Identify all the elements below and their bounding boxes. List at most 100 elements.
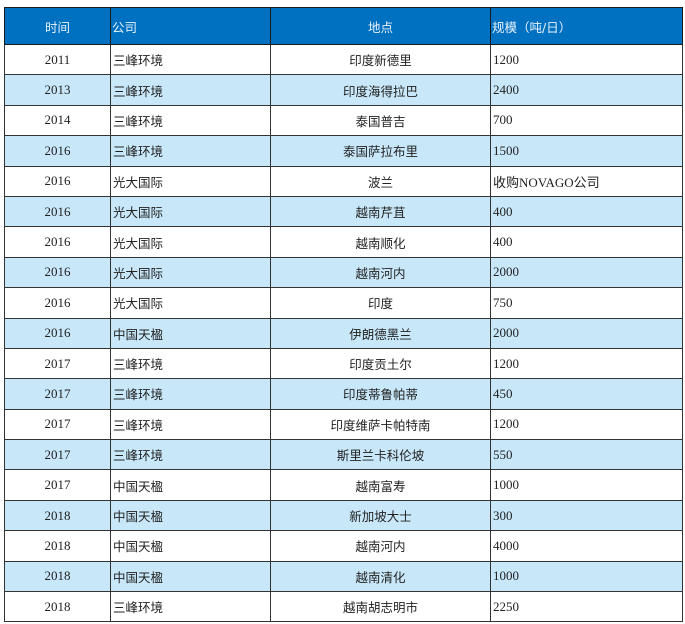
cell-time: 2016	[4, 287, 111, 319]
cell-company: 三峰环境	[110, 43, 271, 76]
cell-location: 越南芹苴	[270, 195, 491, 228]
cell-location: 越南顺化	[270, 226, 491, 258]
cell-scale: 1200	[490, 43, 683, 76]
cell-time: 2018	[4, 530, 111, 562]
table-row: 2017 中国天楹 越南富寿 1000	[4, 469, 683, 501]
cell-time: 2018	[4, 499, 111, 532]
cell-company: 三峰环境	[110, 591, 271, 623]
header-row: 时间 公司 地点 规模（吨/日）	[4, 7, 683, 45]
cell-location: 斯里兰卡科伦坡	[270, 439, 491, 471]
cell-time: 2016	[4, 195, 111, 228]
table-row: 2013 三峰环境 印度海得拉巴 2400	[4, 74, 683, 106]
cell-scale: 450	[490, 378, 683, 410]
cell-company: 中国天楹	[110, 469, 271, 501]
cell-scale: 2000	[490, 256, 683, 289]
cell-scale: 1000	[490, 560, 683, 593]
table-row: 2016 中国天楹 伊朗德黑兰 2000	[4, 317, 683, 349]
table-row: 2018 中国天楹 越南河内 4000	[4, 530, 683, 562]
cell-location: 波兰	[270, 165, 491, 197]
cell-company: 三峰环境	[110, 74, 271, 106]
table-row: 2018 中国天楹 新加坡大士 300	[4, 499, 683, 532]
cell-company: 三峰环境	[110, 408, 271, 441]
cell-scale: 2400	[490, 74, 683, 106]
table-row: 2017 三峰环境 印度蒂鲁帕蒂 450	[4, 378, 683, 410]
cell-location: 印度	[270, 287, 491, 319]
cell-location: 印度新德里	[270, 43, 491, 76]
cell-location: 越南富寿	[270, 469, 491, 501]
cell-company: 三峰环境	[110, 439, 271, 471]
table-row: 2011 三峰环境 印度新德里 1200	[4, 43, 683, 76]
cell-location: 越南河内	[270, 530, 491, 562]
cell-company: 中国天楹	[110, 560, 271, 593]
cell-time: 2017	[4, 347, 111, 380]
header-company: 公司	[110, 7, 271, 45]
cell-time: 2013	[4, 74, 111, 106]
header-location: 地点	[270, 7, 491, 45]
cell-scale: 1500	[490, 135, 683, 167]
cell-company: 三峰环境	[110, 104, 271, 137]
table-row: 2017 三峰环境 印度维萨卡帕特南 1200	[4, 408, 683, 441]
cell-location: 新加坡大士	[270, 499, 491, 532]
table-row: 2017 三峰环境 斯里兰卡科伦坡 550	[4, 439, 683, 471]
cell-time: 2016	[4, 256, 111, 289]
header-scale: 规模（吨/日）	[490, 7, 683, 45]
cell-company: 光大国际	[110, 256, 271, 289]
table-row: 2016 三峰环境 泰国萨拉布里 1500	[4, 135, 683, 167]
cell-scale: 750	[490, 287, 683, 319]
cell-location: 印度贡土尔	[270, 347, 491, 380]
cell-location: 泰国普吉	[270, 104, 491, 137]
cell-scale: 2000	[490, 317, 683, 349]
projects-table: 时间 公司 地点 规模（吨/日） 2011 三峰环境 印度新德里 1200 2013 三峰…	[4, 7, 683, 623]
cell-company: 三峰环境	[110, 347, 271, 380]
cell-time: 2016	[4, 317, 111, 349]
cell-scale: 4000	[490, 530, 683, 562]
cell-location: 泰国萨拉布里	[270, 135, 491, 167]
cell-time: 2017	[4, 439, 111, 471]
cell-location: 印度海得拉巴	[270, 74, 491, 106]
table-row: 2016 光大国际 越南顺化 400	[4, 226, 683, 258]
cell-scale: 400	[490, 226, 683, 258]
header-time: 时间	[4, 7, 111, 45]
cell-company: 中国天楹	[110, 499, 271, 532]
cell-time: 2016	[4, 135, 111, 167]
cell-time: 2016	[4, 165, 111, 197]
cell-company: 三峰环境	[110, 378, 271, 410]
cell-time: 2017	[4, 469, 111, 501]
cell-time: 2018	[4, 591, 111, 623]
cell-time: 2018	[4, 560, 111, 593]
cell-scale: 700	[490, 104, 683, 137]
cell-scale: 1200	[490, 347, 683, 380]
cell-time: 2017	[4, 408, 111, 441]
cell-time: 2017	[4, 378, 111, 410]
table-row: 2014 三峰环境 泰国普吉 700	[4, 104, 683, 137]
cell-location: 印度维萨卡帕特南	[270, 408, 491, 441]
cell-scale: 1200	[490, 408, 683, 441]
cell-company: 三峰环境	[110, 135, 271, 167]
table-row: 2018 中国天楹 越南清化 1000	[4, 560, 683, 593]
table-row: 2016 光大国际 越南芹苴 400	[4, 195, 683, 228]
cell-location: 印度蒂鲁帕蒂	[270, 378, 491, 410]
cell-location: 伊朗德黑兰	[270, 317, 491, 349]
cell-company: 光大国际	[110, 287, 271, 319]
cell-company: 光大国际	[110, 226, 271, 258]
cell-scale: 400	[490, 195, 683, 228]
cell-time: 2011	[4, 43, 111, 76]
cell-scale: 1000	[490, 469, 683, 501]
cell-company: 光大国际	[110, 195, 271, 228]
cell-scale: 550	[490, 439, 683, 471]
cell-location: 越南胡志明市	[270, 591, 491, 623]
table-row: 2017 三峰环境 印度贡土尔 1200	[4, 347, 683, 380]
table-row: 2016 光大国际 印度 750	[4, 287, 683, 319]
table-row: 2016 光大国际 越南河内 2000	[4, 256, 683, 289]
cell-company: 中国天楹	[110, 317, 271, 349]
cell-scale: 收购NOVAGO公司	[490, 165, 683, 197]
cell-scale: 300	[490, 499, 683, 532]
cell-location: 越南清化	[270, 560, 491, 593]
cell-scale: 2250	[490, 591, 683, 623]
cell-company: 光大国际	[110, 165, 271, 197]
cell-location: 越南河内	[270, 256, 491, 289]
cell-company: 中国天楹	[110, 530, 271, 562]
cell-time: 2016	[4, 226, 111, 258]
table-row: 2016 光大国际 波兰 收购NOVAGO公司	[4, 165, 683, 197]
cell-time: 2014	[4, 104, 111, 137]
